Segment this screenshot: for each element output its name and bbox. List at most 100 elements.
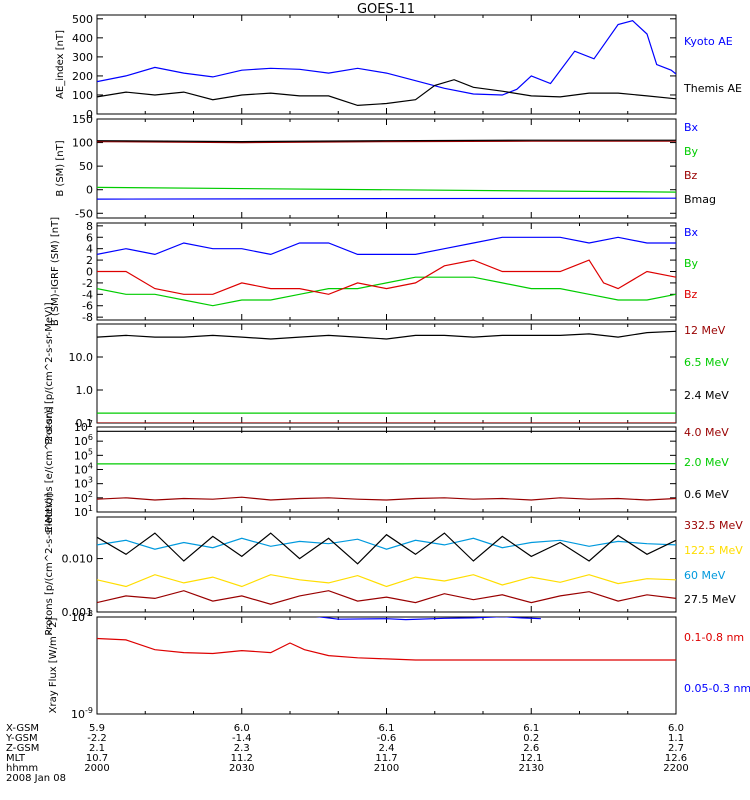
y-tick-label: 1.0: [76, 384, 94, 397]
legend-entry: 2.0 MeV: [684, 456, 729, 469]
footer-value: 6.1: [379, 723, 395, 734]
y-tick-label: 300: [72, 51, 93, 64]
series-line-bx: [97, 236, 676, 256]
legend-entry: 332.5 MeV: [684, 519, 743, 532]
y-tick-label: 50: [79, 160, 93, 173]
series-line-themis-ae: [97, 79, 676, 107]
y-tick-label: 150: [72, 113, 93, 126]
footer-value: 2.4: [379, 743, 395, 754]
panel-frame: [96, 14, 677, 115]
footer-value: 6.0: [668, 723, 684, 734]
y-axis-label: Protons [p/(cm^2-s-sr-MeV)]: [44, 493, 55, 635]
legend-entry: Bz: [684, 288, 698, 301]
legend-entry: Themis AE: [683, 82, 742, 95]
footer-value: 2.1: [89, 743, 105, 754]
panel-4: 0.1 1.0 10.0 Protons [p/(cm^2-s-sr-MeV)] 12 …: [44, 302, 729, 444]
y-axis-label: B (SM) [nT]: [55, 140, 66, 196]
footer-value: 2.7: [668, 743, 684, 754]
y-tick-label: -50: [75, 207, 93, 220]
series-line-bz: [97, 259, 676, 295]
y-axis-label: B (SM)-IGRF (SM) [nT]: [50, 217, 61, 326]
legend-entry: 6.5 MeV: [684, 356, 729, 369]
legend-entry: Bz: [684, 169, 698, 182]
legend-entry: 0.1-0.8 nm: [684, 631, 744, 644]
y-tick-label: 102: [74, 490, 93, 505]
legend-entry: By: [684, 145, 699, 158]
y-tick-label: 0.1: [76, 417, 94, 430]
footer-value: 6.1: [523, 723, 539, 734]
y-tick-label: 10-9: [71, 706, 93, 721]
y-axis-label: AE_index [nT]: [55, 30, 66, 99]
y-tick-label: 10-8: [71, 609, 93, 624]
footer-value: 6.0: [234, 723, 250, 734]
chart-title: GOES-11: [357, 2, 415, 17]
footer-value: 11.7: [375, 753, 397, 764]
y-tick-label: -4: [82, 288, 93, 301]
footer-value: 2130: [519, 763, 544, 774]
y-tick-label: 103: [74, 476, 93, 491]
y-tick-label: 200: [72, 70, 93, 83]
panel-6: 0.001 0.010 Protons [p/(cm^2-s-sr-MeV)] 332…: [44, 493, 743, 635]
y-tick-label: 10.0: [69, 351, 94, 364]
legend-entry: 60 MeV: [684, 569, 726, 582]
legend-entry: 2.4 MeV: [684, 389, 729, 402]
footer-row-label: Z-GSM: [6, 743, 39, 754]
footer-value: 2.6: [523, 743, 539, 754]
footer-value: 10.7: [86, 753, 108, 764]
y-tick-label: 101: [74, 504, 93, 519]
y-tick-label: 2: [86, 254, 93, 267]
y-tick-label: 500: [72, 13, 93, 26]
series-line-by: [97, 186, 676, 193]
panel-2: -50 0 50 100 150 B (SM) [nT] Bx By Bz Bmag: [55, 113, 716, 220]
legend-entry: Bx: [684, 226, 699, 239]
footer-row-label: hhmm: [6, 763, 38, 774]
series-line-60-mev: [97, 537, 676, 550]
footer-value: 2200: [663, 763, 688, 774]
legend-entry: Bx: [684, 121, 699, 134]
footer-value: 2.3: [234, 743, 250, 754]
y-axis-label: Xray Flux [W/m^2]: [48, 618, 59, 714]
footer-row-label: Y-GSM: [5, 733, 38, 744]
series-line-kyoto-ae: [97, 20, 676, 96]
footer-value: 2030: [229, 763, 254, 774]
series-line-bz: [97, 140, 676, 144]
y-tick-label: 8: [86, 220, 93, 233]
y-tick-label: 0.010: [62, 553, 94, 566]
series-line-27-5-mev: [97, 532, 676, 565]
series-line-2-4-mev: [97, 330, 676, 340]
y-tick-label: 0: [86, 184, 93, 197]
legend-entry: Kyoto AE: [684, 35, 733, 48]
series-line-by: [97, 276, 676, 307]
footer-row-label: X-GSM: [6, 723, 39, 734]
footer-row-label: 2008 Jan 08: [6, 773, 66, 784]
series-line-bx: [97, 197, 676, 200]
y-axis-label: Protons [p/(cm^2-s-sr-MeV)]: [44, 302, 55, 444]
y-tick-label: 0.001: [62, 606, 94, 619]
footer-value: 12.6: [665, 753, 687, 764]
series-line-0-05-0-3-nm: [315, 617, 541, 621]
panel-frame: [96, 516, 677, 613]
panel-frame: [96, 118, 677, 219]
footer-value: 1.1: [668, 733, 684, 744]
panel-7: 10-9 10-8 Xray Flux [W/m^2] 0.1-0.8 nm 0.05-…: [48, 609, 750, 721]
y-tick-label: 105: [74, 447, 93, 462]
series-line-332-5-mev: [97, 590, 676, 605]
y-tick-label: 107: [74, 419, 93, 434]
y-tick-label: 100: [72, 137, 93, 150]
y-tick-label: -8: [82, 311, 93, 324]
legend-entry: Bmag: [684, 193, 716, 206]
footer-value: -2.2: [87, 733, 107, 744]
legend-entry: 122.5 MeV: [684, 544, 743, 557]
legend-entry: By: [684, 257, 699, 270]
y-tick-label: -2: [82, 277, 93, 290]
panel-1: 0 100 200 300 400 500 AE_index [nT] Kyoto AE The…: [55, 13, 742, 121]
legend-entry: 27.5 MeV: [684, 593, 736, 606]
series-line-bmag: [97, 139, 676, 143]
series-line-4-0-mev: [97, 496, 676, 501]
y-tick-label: 104: [74, 462, 93, 477]
footer-value: 5.9: [89, 723, 105, 734]
y-tick-label: 6: [86, 231, 93, 244]
